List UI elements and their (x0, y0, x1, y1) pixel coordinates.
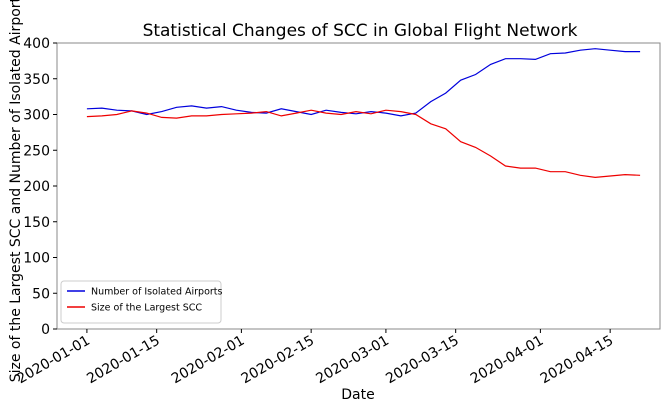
legend-label: Number of Isolated Airports (91, 287, 223, 298)
y-tick-label: 0 (41, 322, 50, 338)
x-tick-label: 2020-03-15 (383, 333, 461, 388)
x-tick-label: 2020-01-15 (84, 333, 162, 388)
legend-box (60, 280, 222, 324)
legend: Number of Isolated Airports Size of the L… (60, 280, 223, 324)
legend-label: Size of the Largest SCC (91, 303, 202, 314)
x-tick-label: 2020-03-01 (313, 333, 391, 388)
y-tick-label: 200 (23, 179, 50, 195)
series-line (86, 109, 641, 179)
y-tick-label: 400 (23, 36, 50, 52)
y-tick-label: 250 (23, 143, 50, 159)
y-tick-label: 150 (23, 215, 50, 231)
x-tick-label: 2020-02-01 (169, 333, 247, 388)
x-tick-label: 2020-01-01 (14, 333, 92, 388)
x-tick-label: 2020-04-15 (538, 333, 616, 388)
x-tick-label: 2020-04-01 (468, 333, 546, 388)
y-axis-label: Size of the Largest SCC and Number of Is… (8, 0, 24, 382)
y-tick-label: 300 (23, 108, 50, 124)
y-tick-label: 350 (23, 72, 50, 88)
chart-title: Statistical Changes of SCC in Global Fli… (143, 21, 578, 41)
x-axis-label: Date (341, 387, 374, 403)
series-line (86, 48, 641, 117)
y-tick-label: 50 (32, 286, 50, 302)
y-tick-label: 100 (23, 251, 50, 267)
x-tick-label: 2020-02-15 (239, 333, 317, 388)
